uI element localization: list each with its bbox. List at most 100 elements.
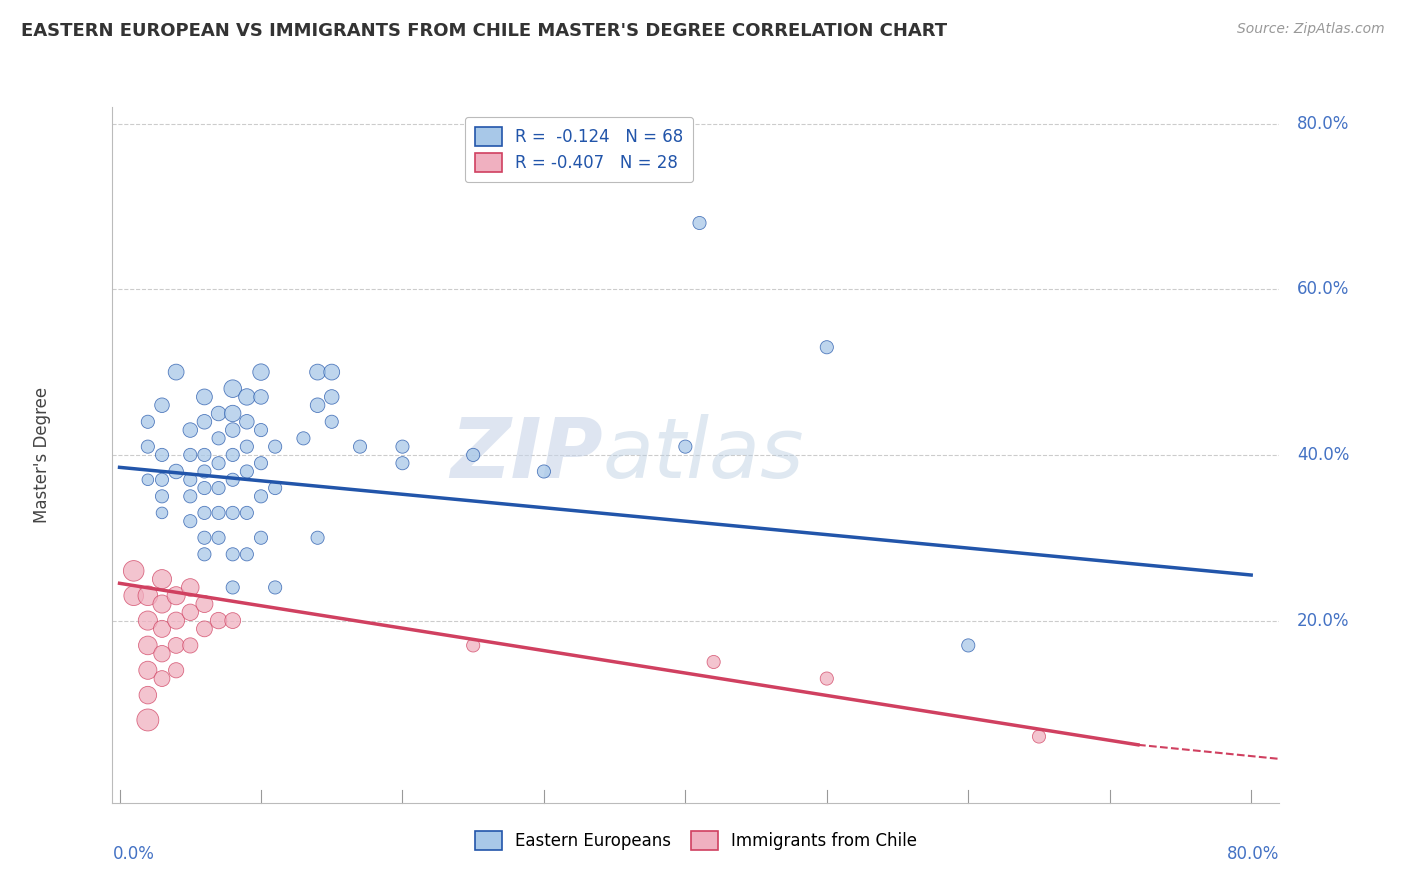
Point <box>193 415 215 429</box>
Point <box>250 423 273 437</box>
Point <box>321 415 343 429</box>
Point <box>250 365 273 379</box>
Point <box>150 622 173 636</box>
Text: EASTERN EUROPEAN VS IMMIGRANTS FROM CHILE MASTER'S DEGREE CORRELATION CHART: EASTERN EUROPEAN VS IMMIGRANTS FROM CHIL… <box>21 22 948 40</box>
Point <box>207 456 229 470</box>
Point <box>193 448 215 462</box>
Point <box>236 390 259 404</box>
Point <box>207 431 229 445</box>
Point <box>250 390 273 404</box>
Point <box>236 415 259 429</box>
Point <box>222 506 245 520</box>
Point <box>391 456 413 470</box>
Point <box>533 465 555 479</box>
Point <box>703 655 725 669</box>
Point <box>264 581 287 595</box>
Point <box>957 639 980 653</box>
Point <box>136 415 159 429</box>
Point <box>236 465 259 479</box>
Point <box>321 390 343 404</box>
Point <box>165 663 187 677</box>
Point <box>193 531 215 545</box>
Point <box>165 614 187 628</box>
Point <box>136 440 159 454</box>
Point <box>307 365 329 379</box>
Point <box>1028 730 1050 744</box>
Point <box>179 473 201 487</box>
Point <box>150 473 173 487</box>
Point <box>222 614 245 628</box>
Point <box>689 216 711 230</box>
Point <box>136 639 159 653</box>
Point <box>150 672 173 686</box>
Point <box>179 581 201 595</box>
Point <box>307 398 329 412</box>
Point <box>264 481 287 495</box>
Text: 80.0%: 80.0% <box>1227 845 1279 863</box>
Point <box>136 688 159 702</box>
Point <box>463 639 485 653</box>
Point <box>391 440 413 454</box>
Point <box>222 547 245 561</box>
Text: 20.0%: 20.0% <box>1296 612 1350 630</box>
Point <box>250 489 273 503</box>
Legend: Eastern Europeans, Immigrants from Chile: Eastern Europeans, Immigrants from Chile <box>468 824 924 857</box>
Point <box>349 440 371 454</box>
Point <box>179 605 201 619</box>
Point <box>193 390 215 404</box>
Point <box>321 365 343 379</box>
Point <box>150 506 173 520</box>
Point <box>222 423 245 437</box>
Point <box>250 531 273 545</box>
Point <box>236 547 259 561</box>
Point <box>150 398 173 412</box>
Point <box>136 713 159 727</box>
Text: atlas: atlas <box>603 415 804 495</box>
Text: 60.0%: 60.0% <box>1296 280 1350 298</box>
Point <box>463 448 485 462</box>
Point <box>150 597 173 611</box>
Point <box>222 581 245 595</box>
Point <box>122 564 145 578</box>
Point <box>815 340 838 354</box>
Point <box>307 531 329 545</box>
Point <box>236 440 259 454</box>
Point <box>150 572 173 586</box>
Point <box>179 514 201 528</box>
Point <box>207 614 229 628</box>
Point <box>165 465 187 479</box>
Point <box>136 614 159 628</box>
Point <box>193 547 215 561</box>
Point <box>222 448 245 462</box>
Text: Master's Degree: Master's Degree <box>34 387 52 523</box>
Point <box>165 589 187 603</box>
Point <box>222 407 245 421</box>
Point <box>207 531 229 545</box>
Point <box>179 448 201 462</box>
Point <box>222 382 245 396</box>
Point <box>150 647 173 661</box>
Point <box>165 365 187 379</box>
Point <box>179 489 201 503</box>
Point <box>292 431 315 445</box>
Point <box>193 506 215 520</box>
Text: 40.0%: 40.0% <box>1296 446 1350 464</box>
Point <box>122 589 145 603</box>
Point <box>193 597 215 611</box>
Point <box>207 407 229 421</box>
Point <box>193 622 215 636</box>
Point <box>250 456 273 470</box>
Point <box>815 672 838 686</box>
Point <box>207 506 229 520</box>
Point <box>150 448 173 462</box>
Text: 80.0%: 80.0% <box>1296 114 1350 133</box>
Point <box>207 481 229 495</box>
Point <box>136 589 159 603</box>
Point <box>179 639 201 653</box>
Point <box>236 506 259 520</box>
Text: ZIP: ZIP <box>450 415 603 495</box>
Point <box>222 473 245 487</box>
Point <box>264 440 287 454</box>
Point <box>193 465 215 479</box>
Point <box>673 440 696 454</box>
